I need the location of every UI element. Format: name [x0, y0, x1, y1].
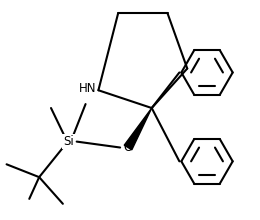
Polygon shape [124, 108, 152, 150]
Text: Si: Si [63, 135, 74, 148]
Text: O: O [124, 141, 133, 154]
Text: HN: HN [79, 82, 96, 95]
